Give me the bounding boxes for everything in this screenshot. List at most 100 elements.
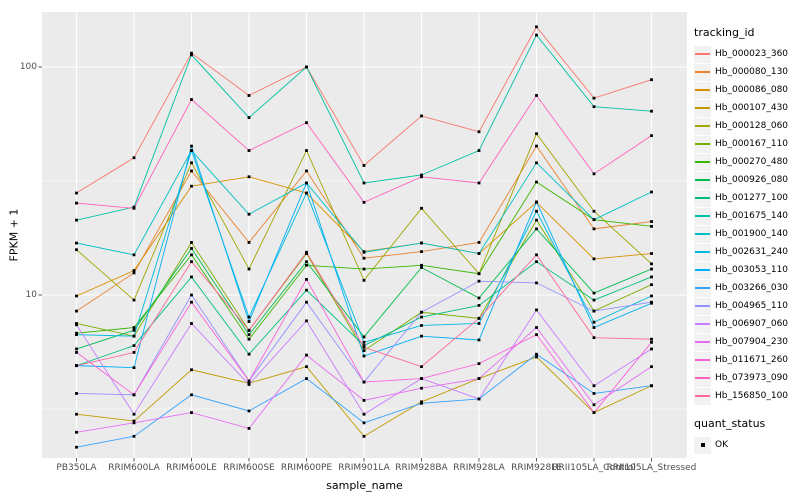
- data-point: [477, 377, 481, 380]
- legend-items-quant-status: OK: [694, 436, 800, 454]
- data-point: [75, 201, 78, 205]
- data-point: [420, 250, 423, 254]
- data-point: [247, 352, 251, 356]
- data-point: [650, 78, 653, 82]
- legend-title-quant-status: quant_status: [694, 417, 766, 430]
- data-point: [535, 144, 538, 148]
- data-point: [420, 206, 423, 210]
- data-point: [535, 132, 538, 136]
- data-point: [247, 212, 251, 216]
- data-point: [247, 333, 251, 337]
- data-point: [190, 144, 193, 148]
- data-point: [535, 352, 538, 356]
- legend-label: Hb_011671_260: [715, 355, 789, 365]
- legend-label: Hb_003266_030: [715, 283, 789, 293]
- data-point: [477, 241, 481, 244]
- data-point: [420, 377, 423, 380]
- x-tick-label-PB350LA: PB350LA: [56, 463, 97, 473]
- y-tick-label-100: 100: [19, 61, 37, 72]
- data-point: [535, 333, 538, 337]
- data-point: [190, 169, 193, 173]
- x-tick-label-RRIM901LA: RRIM901LA: [338, 463, 390, 473]
- data-point: [305, 169, 308, 173]
- data-point: [535, 218, 538, 222]
- data-point: [535, 355, 538, 359]
- data-point: [190, 368, 193, 372]
- legend-key-line-icon: [694, 45, 711, 63]
- legend-key-line-icon: [694, 63, 711, 81]
- data-point: [362, 412, 366, 416]
- data-point: [650, 294, 653, 298]
- y-axis-title: FPKM + 1: [7, 208, 21, 262]
- data-point: [190, 184, 193, 188]
- data-point: [420, 114, 423, 118]
- data-point: [362, 340, 366, 344]
- data-point: [420, 386, 423, 390]
- x-tick-label-RRIM600LA: RRIM600LA: [108, 463, 160, 473]
- data-point: [362, 256, 366, 260]
- data-point: [477, 272, 481, 276]
- legend-label: Hb_000926_080: [715, 175, 789, 185]
- data-point: [247, 383, 251, 386]
- legend-key-line-icon: [694, 135, 711, 153]
- data-point: [75, 412, 78, 416]
- legend-item-Hb_011671_260: Hb_011671_260: [694, 351, 800, 369]
- data-point: [75, 331, 78, 335]
- data-point: [592, 209, 596, 213]
- legend-key-line-icon: [694, 189, 711, 207]
- data-point: [190, 253, 193, 257]
- data-point: [362, 345, 366, 349]
- data-point: [362, 335, 366, 339]
- x-tick-label-RRIM600PE: RRIM600PE: [280, 463, 333, 473]
- legend-label: Hb_007904_230: [715, 337, 789, 347]
- data-point: [305, 263, 308, 267]
- data-point: [535, 253, 538, 257]
- data-point: [362, 250, 366, 254]
- legend-items-tracking-id: Hb_000023_360 Hb_000080_130 Hb_000086_080 H…: [694, 45, 800, 405]
- data-point: [132, 298, 136, 302]
- legend-item-Hb_000080_130: Hb_000080_130: [694, 63, 800, 81]
- legend-item-Hb_000023_360: Hb_000023_360: [694, 45, 800, 63]
- data-point: [420, 241, 423, 245]
- data-point: [477, 149, 481, 152]
- data-point: [362, 354, 366, 358]
- data-point: [362, 200, 366, 204]
- x-tick-label-RRIM600SE: RRIM600SE: [223, 463, 275, 473]
- x-tick-label-RRII105LA_Control: RRII105LA_Control: [552, 463, 636, 473]
- legend: tracking_id Hb_000023_360 Hb_000080_130 Hb…: [694, 26, 800, 454]
- legend-item-Hb_000167_110: Hb_000167_110: [694, 135, 800, 153]
- legend-label: Hb_003053_110: [715, 265, 789, 275]
- data-point: [535, 281, 538, 285]
- legend-label: Hb_000086_080: [715, 85, 789, 95]
- legend-label: Hb_001900_140: [715, 229, 789, 239]
- data-point: [535, 94, 538, 97]
- data-point: [592, 326, 596, 329]
- data-point: [190, 300, 193, 304]
- data-point: [535, 180, 538, 184]
- data-point: [650, 134, 653, 138]
- legend-item-Hb_156850_100: Hb_156850_100: [694, 387, 800, 405]
- data-point: [190, 241, 193, 244]
- data-point: [190, 260, 193, 264]
- data-point: [132, 351, 136, 354]
- data-point: [247, 320, 251, 323]
- data-point: [535, 209, 538, 213]
- data-point: [362, 164, 366, 167]
- data-point: [132, 253, 136, 257]
- legend-key-line-icon: [694, 81, 711, 99]
- legend-key-line-icon: [694, 315, 711, 333]
- data-point: [75, 333, 78, 337]
- data-point: [247, 175, 251, 179]
- data-point: [75, 218, 78, 222]
- x-tick-label-RRIM600LE: RRIM600LE: [166, 463, 217, 473]
- data-point: [75, 430, 78, 434]
- legend-item-Hb_001675_140: Hb_001675_140: [694, 207, 800, 225]
- data-point: [592, 411, 596, 414]
- data-point: [477, 279, 481, 283]
- data-point: [190, 161, 193, 165]
- data-point: [650, 267, 653, 271]
- data-point: [420, 401, 423, 405]
- legend-key-line-icon: [694, 297, 711, 315]
- data-point: [305, 288, 308, 292]
- data-point: [305, 250, 308, 254]
